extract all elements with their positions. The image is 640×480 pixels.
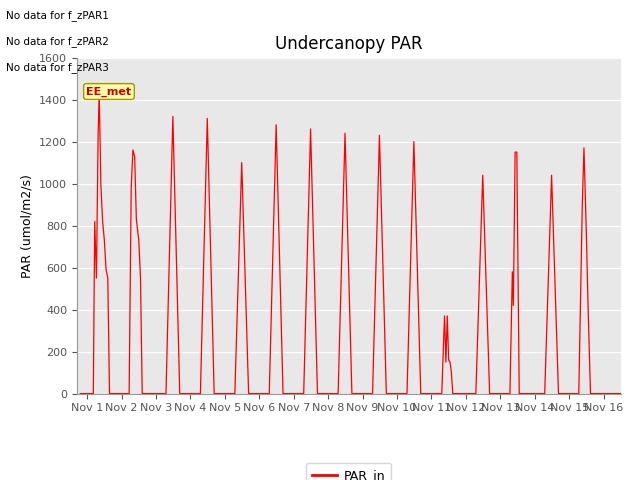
- Text: No data for f_zPAR2: No data for f_zPAR2: [6, 36, 109, 47]
- PAR_in: [104, 275, 111, 281]
- Text: No data for f_zPAR3: No data for f_zPAR3: [6, 62, 109, 73]
- PAR_in: [334, 391, 342, 396]
- PAR_in: [94, 130, 102, 136]
- Line: PAR_in: PAR_in: [80, 93, 621, 394]
- Text: EE_met: EE_met: [86, 86, 132, 96]
- Text: No data for f_zPAR1: No data for f_zPAR1: [6, 10, 109, 21]
- PAR_in: [497, 391, 504, 396]
- PAR_in: [91, 218, 99, 224]
- Title: Undercanopy PAR: Undercanopy PAR: [275, 35, 422, 53]
- PAR_in: [76, 391, 84, 396]
- PAR_in: [531, 391, 539, 396]
- Y-axis label: PAR (umol/m2/s): PAR (umol/m2/s): [20, 174, 33, 277]
- PAR_in: [617, 391, 625, 396]
- Legend: PAR_in: PAR_in: [306, 463, 392, 480]
- PAR_in: [95, 90, 103, 96]
